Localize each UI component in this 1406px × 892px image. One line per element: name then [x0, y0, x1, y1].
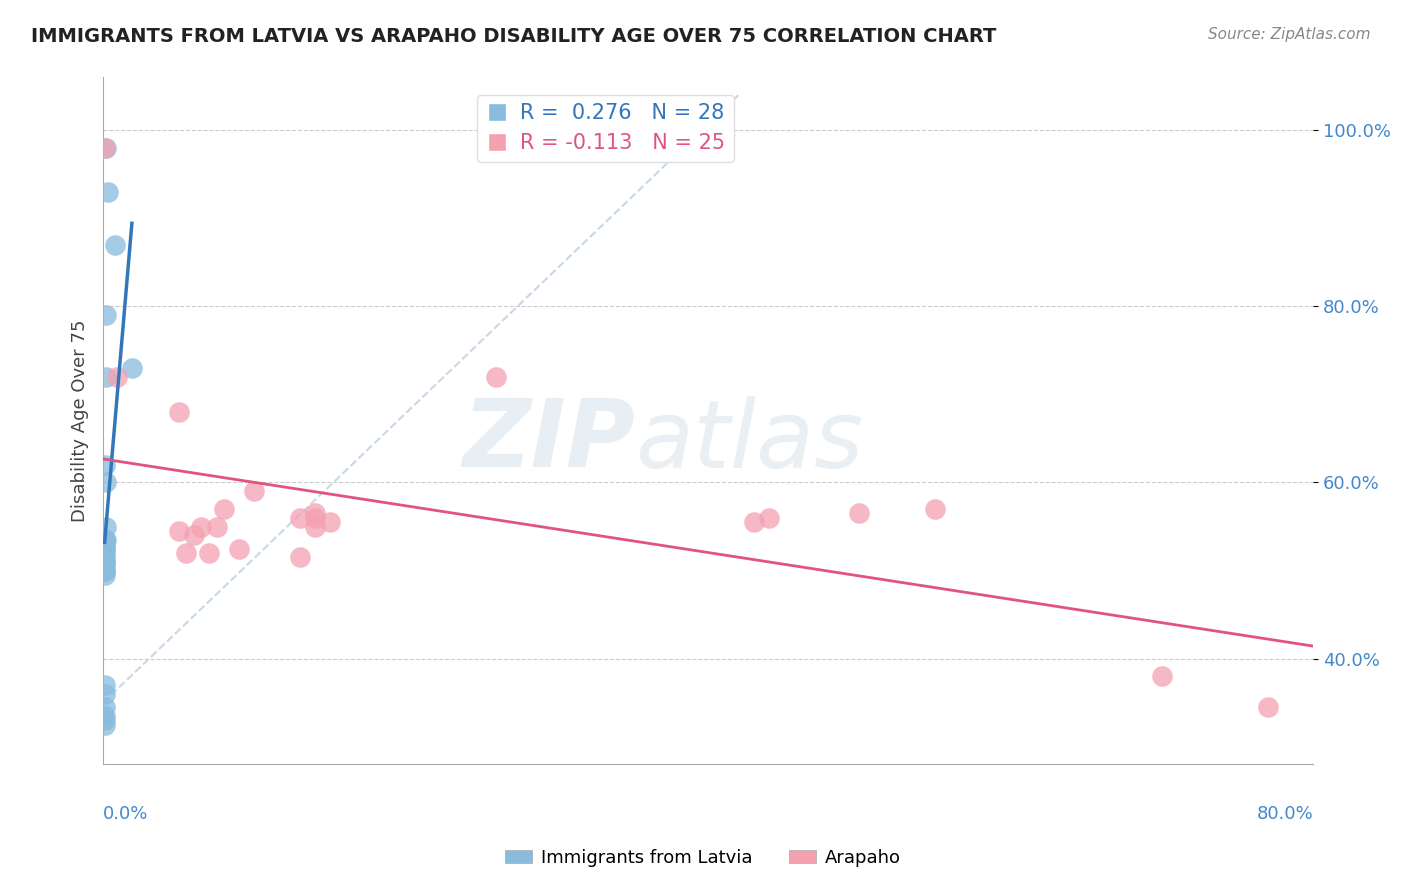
Point [93, 717, 115, 731]
Y-axis label: Disability Age Over 75: Disability Age Over 75 [72, 319, 89, 522]
Legend: R =  0.276   N = 28, R = -0.113   N = 25: R = 0.276 N = 28, R = -0.113 N = 25 [477, 95, 734, 161]
Point [304, 510, 326, 524]
Point [105, 369, 128, 384]
Point [93, 537, 115, 551]
Point [243, 484, 266, 499]
Point [93, 564, 115, 578]
Point [190, 519, 212, 533]
Point [93, 555, 115, 569]
Point [176, 546, 198, 560]
Point [93, 568, 115, 582]
Point [93, 564, 115, 578]
Point [758, 510, 780, 524]
Point [93, 541, 115, 556]
Point [742, 515, 765, 529]
Point [205, 519, 228, 533]
Text: ZIP: ZIP [463, 395, 636, 487]
Point [96, 475, 118, 490]
Point [93, 141, 115, 155]
Point [304, 506, 326, 520]
Point [93, 541, 115, 556]
Point [93, 546, 115, 560]
Text: atlas: atlas [636, 396, 863, 487]
Point [183, 528, 205, 542]
Point [167, 524, 190, 538]
Point [93, 678, 115, 692]
Point [96, 141, 118, 155]
Point [96, 308, 118, 322]
Text: 80.0%: 80.0% [1257, 805, 1313, 823]
Point [288, 550, 311, 565]
Point [93, 533, 115, 547]
Point [304, 519, 326, 533]
Point [93, 559, 115, 574]
Text: IMMIGRANTS FROM LATVIA VS ARAPAHO DISABILITY AGE OVER 75 CORRELATION CHART: IMMIGRANTS FROM LATVIA VS ARAPAHO DISABI… [31, 27, 997, 45]
Point [96, 369, 118, 384]
Point [93, 709, 115, 723]
Point [104, 237, 127, 252]
Point [93, 713, 115, 727]
Point [288, 510, 311, 524]
Point [228, 541, 250, 556]
Point [93, 555, 115, 569]
Point [96, 519, 118, 533]
Text: Source: ZipAtlas.com: Source: ZipAtlas.com [1208, 27, 1371, 42]
Point [319, 515, 342, 529]
Point [121, 361, 143, 376]
Point [93, 458, 115, 472]
Point [167, 405, 190, 419]
Point [848, 506, 870, 520]
Point [198, 546, 221, 560]
Point [485, 369, 508, 384]
Point [96, 533, 118, 547]
Point [924, 502, 946, 516]
Point [93, 700, 115, 714]
Point [1150, 669, 1173, 683]
Text: 0.0%: 0.0% [103, 805, 149, 823]
Point [93, 687, 115, 701]
Point [1257, 700, 1279, 714]
Legend: Immigrants from Latvia, Arapaho: Immigrants from Latvia, Arapaho [498, 842, 908, 874]
Point [212, 502, 235, 516]
Point [97, 185, 120, 199]
Point [93, 550, 115, 565]
